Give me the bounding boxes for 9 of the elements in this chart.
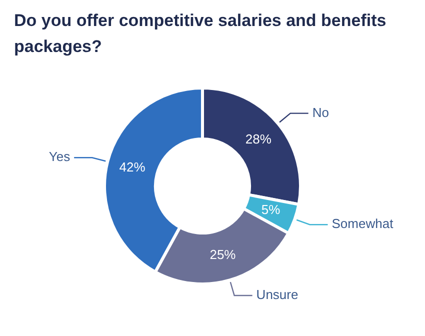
chart-title: Do you offer competitive salaries and benefits packages?: [14, 10, 388, 58]
slice-label: Somewhat: [332, 216, 394, 232]
slice-label: No: [312, 104, 329, 120]
data-label: 25%: [210, 247, 236, 262]
slice-label: Yes: [48, 149, 71, 164]
data-label: 42%: [119, 160, 146, 175]
data-label: 5%: [261, 202, 281, 218]
data-label: 28%: [245, 131, 272, 146]
slice-label: Unsure: [256, 287, 298, 302]
